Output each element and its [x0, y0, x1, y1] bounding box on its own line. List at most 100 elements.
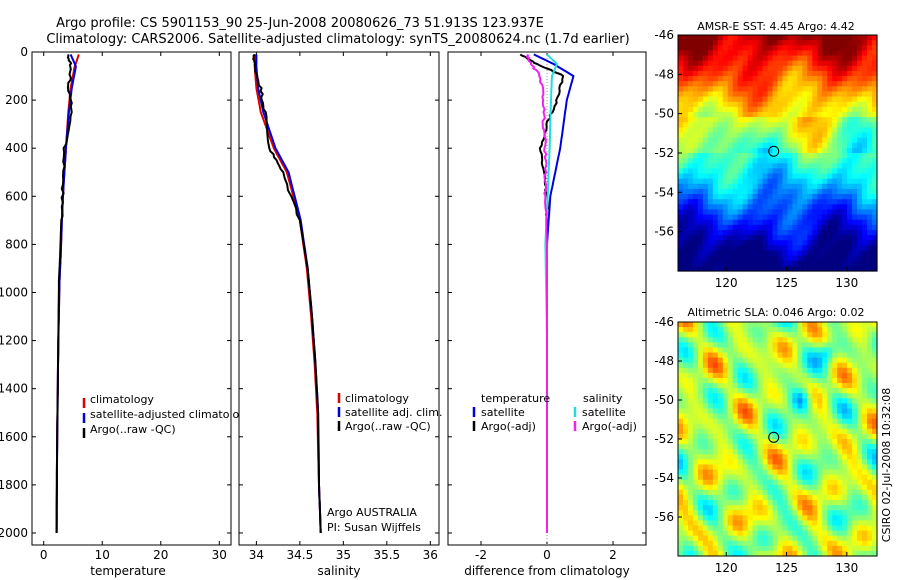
sla-map-cell — [742, 505, 749, 511]
sla-map-cell — [702, 474, 709, 481]
sst-map-cell — [832, 76, 838, 82]
sst-map-cell — [812, 224, 818, 231]
sst-map-cell — [732, 60, 739, 67]
sla-map-cell — [678, 500, 684, 506]
sla-map-cell — [687, 550, 694, 557]
sla-map-cell — [737, 332, 744, 338]
sst-map-cell — [862, 235, 868, 241]
sla-map-cell — [807, 388, 813, 394]
sla-map-cell — [692, 372, 699, 379]
legend-argo: Argo(..raw -QC) — [345, 420, 431, 433]
sst-map-cell — [822, 137, 828, 144]
sst-map-cell — [837, 209, 843, 216]
sla-map-cell — [747, 510, 754, 516]
sst-map-cell — [802, 91, 808, 98]
sla-map-cell — [832, 332, 838, 338]
sst-map-cell — [822, 240, 828, 246]
sla-map-cell — [847, 520, 853, 527]
sla-map-cell — [762, 428, 769, 435]
sst-map-cell — [762, 188, 769, 195]
sst-map-cell — [867, 173, 873, 180]
sla-map-cell — [862, 444, 868, 450]
sla-map-cell — [757, 327, 764, 333]
sla-map-cell — [872, 398, 878, 404]
sst-map-cell — [762, 183, 769, 190]
sla-map-cell — [852, 383, 858, 389]
sst-map-cell — [682, 219, 689, 226]
depth-tick-label: 1600 — [0, 430, 28, 444]
sst-map-cell — [832, 168, 838, 175]
sst-map-cell — [817, 194, 823, 200]
sst-map-cell — [717, 260, 724, 267]
sst-map-cell — [712, 260, 719, 267]
sla-map-cell — [682, 545, 689, 552]
sla-map-cell — [702, 428, 709, 435]
sst-map-cell — [852, 122, 858, 128]
sla-map-cell — [682, 494, 689, 501]
sst-map-cell — [797, 81, 803, 87]
sst-map-cell — [792, 60, 798, 67]
sla-map-cell — [822, 515, 828, 521]
sla-map-cell — [842, 500, 848, 506]
sla-map-cell — [702, 459, 709, 466]
sst-map-cell — [837, 153, 843, 159]
sla-map-cell — [727, 500, 734, 506]
sla-map-cell — [847, 398, 853, 404]
sla-map-cell — [767, 484, 774, 491]
sla-map-cell — [732, 459, 739, 466]
sla-map-cell — [697, 342, 704, 349]
temperature-xlabel: temperature — [90, 564, 165, 578]
sst-map-cell — [787, 255, 794, 262]
sla-map-cell — [787, 464, 794, 471]
sla-map-cell — [777, 540, 784, 547]
sla-map-cell — [782, 367, 789, 374]
sst-map-cell — [802, 260, 808, 267]
sla-map-cell — [862, 383, 868, 389]
sla-map-cell — [678, 469, 684, 476]
sst-map-cell — [832, 235, 838, 241]
sst-map-cell — [857, 240, 863, 246]
sla-map-cell — [682, 423, 689, 430]
salinity-xlabel: salinity — [317, 564, 360, 578]
sst-map-cell — [787, 188, 794, 195]
sla-map-cell — [787, 423, 794, 430]
sst-map-cell — [682, 250, 689, 257]
sst-map-cell — [822, 45, 828, 51]
sst-map-cell — [707, 40, 714, 46]
sla-map-cell — [692, 545, 699, 552]
sla-map-cell — [722, 367, 729, 374]
difference-series-salinity-satellite — [544, 53, 558, 533]
sla-map-cell — [872, 327, 878, 333]
sla-map-cell — [757, 535, 764, 542]
sla-map-cell — [837, 469, 843, 476]
sst-map-cell — [702, 65, 709, 72]
sla-map-cell — [752, 550, 759, 557]
sla-map-cell — [772, 505, 779, 511]
sst-map-cell — [678, 168, 684, 175]
sst-map-cell — [812, 70, 818, 77]
sst-map-cell — [767, 65, 774, 72]
sst-map-cell — [678, 76, 684, 82]
sla-map-cell — [822, 444, 828, 450]
sst-map-cell — [717, 86, 724, 93]
sla-map-cell — [707, 515, 714, 521]
sst-map-cell — [777, 173, 784, 180]
sst-map-cell — [822, 260, 828, 267]
sla-map-cell — [727, 459, 734, 466]
sla-map-cell — [742, 479, 749, 486]
sla-map-cell — [678, 474, 684, 481]
sla-map-cell — [872, 505, 878, 511]
sla-map-cell — [852, 540, 858, 547]
sla-map-cell — [772, 347, 779, 354]
sst-map-cell — [812, 101, 818, 108]
sst-map-cell — [737, 81, 744, 87]
sst-map-cell — [707, 214, 714, 221]
sla-map-cell — [847, 388, 853, 394]
sla-map-cell — [762, 515, 769, 521]
sst-map-cell — [692, 81, 699, 87]
sst-map-cell — [717, 55, 724, 62]
sst-map-cell — [827, 91, 833, 98]
sst-map-cell — [852, 188, 858, 195]
sst-map-cell — [717, 132, 724, 139]
sla-map-cell — [702, 347, 709, 354]
